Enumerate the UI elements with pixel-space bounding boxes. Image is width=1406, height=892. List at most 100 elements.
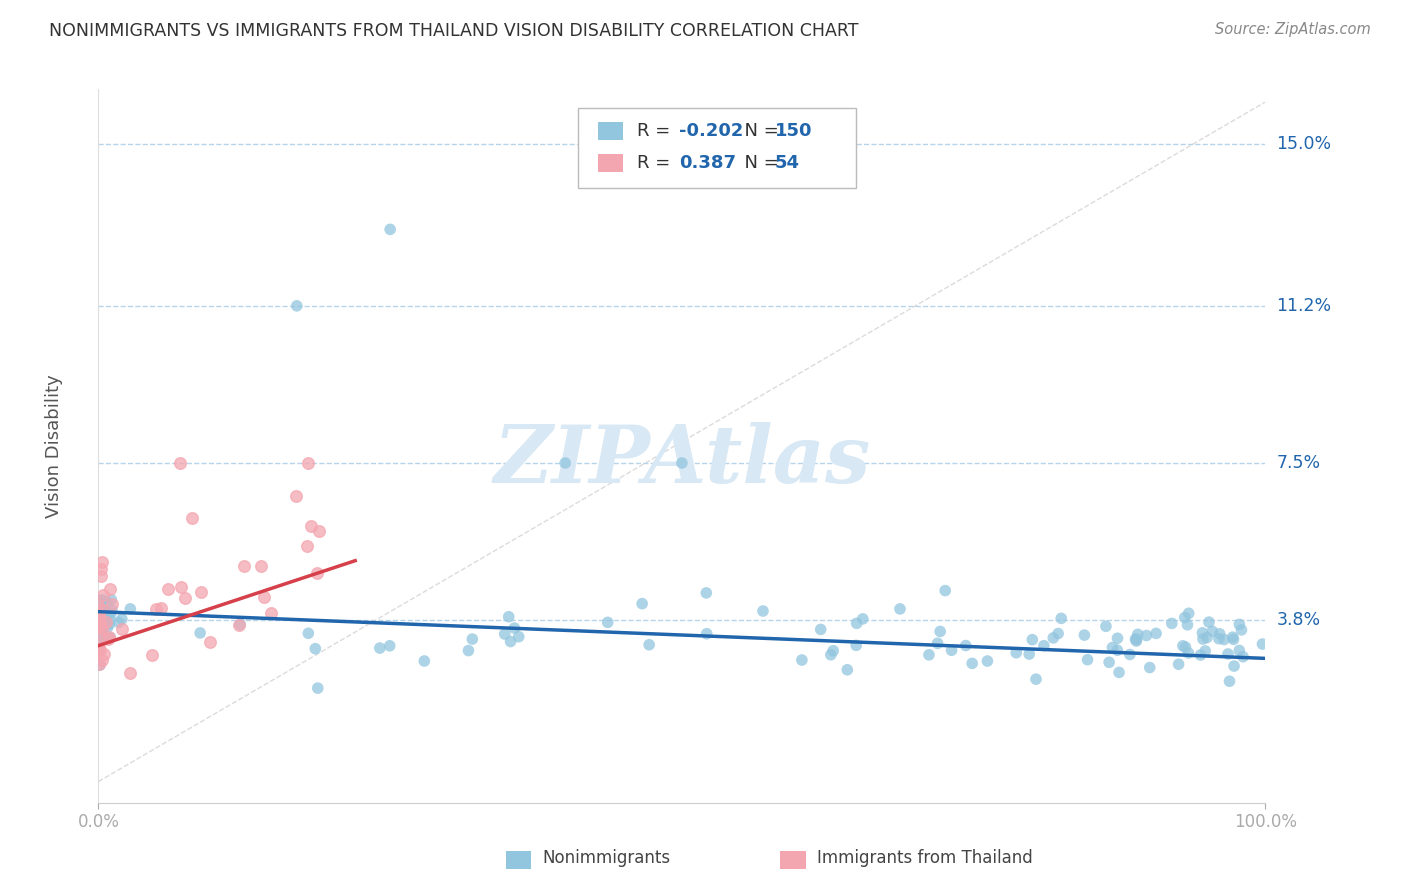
Point [98, 630, 121, 644]
Text: R =: R = [637, 154, 676, 172]
Point [89, 614, 111, 628]
Point [1194, 644, 1216, 658]
Point [89, 624, 111, 639]
Point [380, 222, 402, 236]
Point [1135, 628, 1157, 642]
Point [823, 644, 845, 658]
Point [90, 561, 112, 575]
Point [89, 615, 111, 630]
Point [87, 596, 110, 610]
Point [89, 615, 111, 629]
Point [90, 617, 112, 632]
Point [413, 654, 436, 668]
Point [101, 597, 124, 611]
Point [91, 592, 114, 607]
Text: N =: N = [733, 154, 785, 172]
Point [852, 612, 875, 626]
Point [111, 612, 134, 626]
Point [1191, 625, 1213, 640]
Point [87, 612, 110, 626]
Point [284, 489, 307, 503]
Point [1208, 627, 1230, 641]
Point [188, 626, 211, 640]
Point [960, 657, 983, 671]
Point [941, 643, 963, 657]
Point [97, 632, 120, 646]
Point [87, 657, 110, 671]
Point [1025, 672, 1047, 686]
Point [87, 619, 110, 633]
Point [253, 591, 276, 605]
Point [232, 559, 254, 574]
Point [1095, 619, 1118, 633]
Point [97, 608, 120, 623]
Point [89, 605, 111, 619]
Point [1227, 617, 1250, 632]
Point [503, 621, 526, 635]
Point [508, 630, 530, 644]
Point [198, 634, 221, 648]
Point [87, 599, 110, 613]
Point [173, 591, 195, 605]
Point [1230, 623, 1253, 637]
Point [1107, 632, 1129, 646]
Point [89, 618, 111, 632]
Point [90, 569, 112, 583]
Point [87, 613, 110, 627]
Point [596, 615, 619, 630]
Point [100, 592, 122, 607]
Point [671, 456, 693, 470]
Point [157, 582, 180, 596]
Point [1222, 632, 1244, 647]
Point [1216, 647, 1239, 661]
Point [1177, 646, 1199, 660]
Point [89, 602, 111, 616]
Point [90, 622, 112, 636]
Point [1076, 653, 1098, 667]
Text: 0.387: 0.387 [679, 154, 737, 172]
Point [111, 622, 134, 636]
Point [955, 639, 977, 653]
Point [457, 643, 479, 657]
Point [285, 299, 308, 313]
Point [87, 624, 110, 638]
Point [1021, 632, 1043, 647]
Point [101, 603, 124, 617]
Point [845, 638, 868, 652]
Point [1222, 630, 1244, 644]
Point [89, 617, 111, 632]
Point [1018, 647, 1040, 661]
Point [498, 609, 520, 624]
Point [90, 593, 112, 607]
Point [87, 604, 110, 618]
Point [89, 613, 111, 627]
Point [1125, 632, 1147, 646]
Point [1108, 665, 1130, 680]
Point [229, 617, 252, 632]
Point [89, 658, 111, 673]
Point [94, 604, 117, 618]
Point [934, 583, 956, 598]
Point [190, 585, 212, 599]
Point [93, 614, 115, 628]
Point [87, 608, 110, 623]
Point [87, 599, 110, 614]
Point [87, 607, 110, 621]
Point [1125, 632, 1147, 647]
Point [1213, 632, 1236, 647]
Point [1160, 616, 1182, 631]
Text: Source: ZipAtlas.com: Source: ZipAtlas.com [1215, 22, 1371, 37]
Point [1119, 648, 1142, 662]
Point [89, 613, 111, 627]
Point [259, 606, 281, 620]
Point [100, 606, 122, 620]
Point [499, 634, 522, 648]
Point [1189, 648, 1212, 662]
Point [1144, 626, 1167, 640]
Point [1174, 610, 1197, 624]
Point [1107, 643, 1129, 657]
Point [299, 519, 322, 533]
Point [170, 580, 193, 594]
Text: -0.202: -0.202 [679, 122, 744, 140]
Point [461, 632, 484, 646]
